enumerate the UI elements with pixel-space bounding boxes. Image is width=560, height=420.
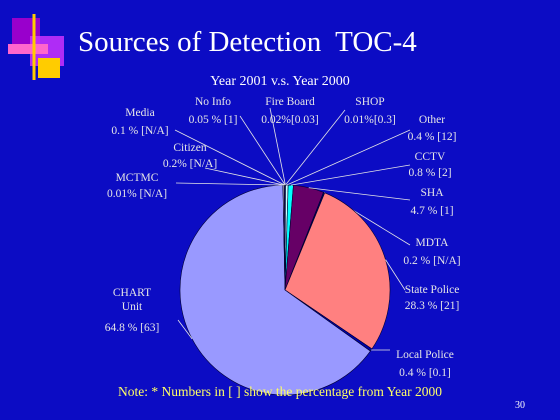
- value-label: 64.8 % [63]: [104, 322, 160, 334]
- subtitle: Year 2001 v.s. Year 2000: [210, 74, 350, 89]
- decoration: [38, 58, 60, 78]
- value-label: 0.02%[0.03]: [261, 114, 319, 126]
- leader-line: [285, 109, 346, 186]
- value-label: 0.1 % [N/A]: [111, 125, 169, 137]
- leader-line: [385, 259, 406, 291]
- slice-label: Media: [125, 107, 155, 119]
- value-label: 0.4 % [0.1]: [399, 367, 451, 379]
- leader-line: [174, 129, 285, 186]
- leader-line: [269, 107, 286, 186]
- slice-label: Citizen: [173, 142, 207, 154]
- value-label: 0.4 % [12]: [407, 131, 457, 143]
- value-label: 0.01% [N/A]: [106, 188, 168, 200]
- note: Note: * Numbers in [ ] show the percenta…: [118, 384, 442, 399]
- slice-label: CHART Unit: [112, 287, 152, 313]
- slice-label: MDTA: [415, 237, 449, 249]
- decoration: [8, 44, 48, 54]
- value-label: 0.01%[0.3]: [344, 114, 396, 126]
- value-label: 28.3 % [21]: [404, 300, 460, 312]
- leader-line: [204, 167, 284, 186]
- slice-label: MCTMC: [115, 172, 159, 184]
- leader-line: [239, 115, 286, 186]
- slice-label: SHOP: [355, 96, 385, 108]
- leader-line: [286, 129, 411, 186]
- value-label: 4.7 % [1]: [410, 205, 454, 217]
- leader-line: [308, 187, 411, 201]
- slice-label: SHA: [420, 187, 444, 199]
- slice-label: Fire Board: [265, 96, 315, 108]
- leader-line: [177, 319, 193, 340]
- slice-label: No Info: [194, 96, 232, 108]
- value-label: 0.05 % [1]: [188, 114, 238, 126]
- slice-label: State Police: [404, 284, 460, 296]
- value-label: 0.8 % [2]: [408, 167, 452, 179]
- slice-label: Local Police: [396, 349, 454, 361]
- title: Sources of Detection TOC-4: [78, 26, 417, 58]
- value-label: 0.2% [N/A]: [162, 158, 218, 170]
- pie-slice: [284, 192, 391, 350]
- slice-label: CCTV: [414, 151, 446, 163]
- slice-label: Other: [418, 114, 446, 126]
- value-label: 0.2 % [N/A]: [403, 255, 461, 267]
- leader-line: [175, 182, 283, 186]
- leader-line: [290, 164, 411, 186]
- page-number: 30: [515, 400, 525, 411]
- pie-slice: [179, 184, 371, 396]
